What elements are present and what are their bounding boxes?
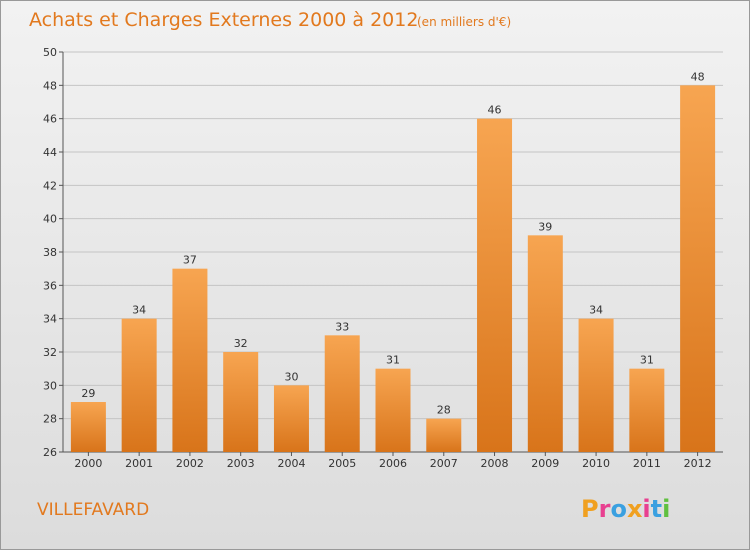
y-tick-label: 30	[43, 379, 57, 392]
y-tick-label: 44	[43, 146, 57, 159]
y-tick-label: 26	[43, 446, 57, 459]
y-tick-label: 38	[43, 246, 57, 259]
y-tick-label: 36	[43, 279, 57, 292]
bar-2002	[172, 268, 208, 452]
value-label-2005: 33	[335, 320, 349, 333]
x-tick-label-2007: 2007	[430, 457, 458, 470]
y-tick-label: 50	[43, 46, 57, 59]
x-tick-label-2009: 2009	[531, 457, 559, 470]
bar-2012	[680, 85, 716, 452]
value-label-2003: 32	[234, 337, 248, 350]
value-label-2000: 29	[81, 387, 95, 400]
y-tick-label: 48	[43, 79, 57, 92]
y-tick-label: 40	[43, 213, 57, 226]
x-tick-label-2008: 2008	[481, 457, 509, 470]
commune-name: VILLEFAVARD	[37, 500, 149, 520]
bar-2001	[121, 318, 157, 452]
bar-2009	[527, 235, 563, 452]
bar-2004	[273, 385, 309, 452]
chart-subtitle: (en milliers d'€)	[417, 15, 511, 29]
y-tick-label: 32	[43, 346, 57, 359]
x-tick-label-2010: 2010	[582, 457, 610, 470]
bar-2007	[426, 418, 462, 452]
value-label-2011: 31	[640, 354, 654, 367]
y-tick-label: 42	[43, 179, 57, 192]
y-tick-label: 28	[43, 413, 57, 426]
value-label-2006: 31	[386, 354, 400, 367]
x-tick-label-2011: 2011	[633, 457, 661, 470]
bar-2008	[477, 118, 513, 453]
value-label-2001: 34	[132, 304, 146, 317]
value-label-2002: 37	[183, 254, 197, 267]
bar-2010	[578, 318, 614, 452]
value-label-2008: 46	[488, 104, 502, 117]
x-tick-label-2005: 2005	[328, 457, 356, 470]
y-tick-label: 46	[43, 113, 57, 126]
x-tick-label-2012: 2012	[684, 457, 712, 470]
y-tick-label: 34	[43, 313, 57, 326]
value-label-2004: 30	[284, 370, 298, 383]
bar-2006	[375, 368, 411, 452]
x-tick-label-2006: 2006	[379, 457, 407, 470]
x-tick-label-2002: 2002	[176, 457, 204, 470]
bar-2003	[223, 352, 259, 452]
x-tick-label-2003: 2003	[227, 457, 255, 470]
chart-title: Achats et Charges Externes 2000 à 2012	[29, 9, 418, 31]
x-tick-label-2000: 2000	[74, 457, 102, 470]
labels: 26 28 30 32 34 36 38 40 42 44 46 48 50 29 2000 34 2001 37…	[43, 46, 712, 470]
bar-2005	[324, 335, 360, 452]
value-label-2009: 39	[538, 220, 552, 233]
value-label-2012: 48	[691, 70, 705, 83]
value-label-2007: 28	[437, 404, 451, 417]
x-tick-label-2001: 2001	[125, 457, 153, 470]
bar-2011	[629, 368, 665, 452]
bars	[70, 85, 716, 453]
proxiti-logo: Proxiti	[581, 495, 670, 523]
bar-2000	[70, 402, 106, 452]
x-tick-label-2004: 2004	[277, 457, 305, 470]
value-label-2010: 34	[589, 304, 603, 317]
